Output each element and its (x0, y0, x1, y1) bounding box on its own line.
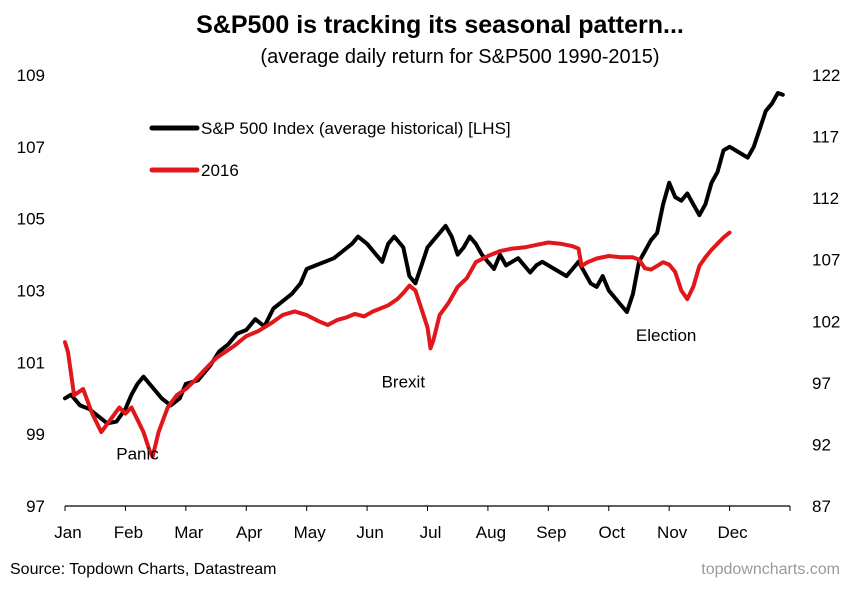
x-tick-label: Dec (717, 523, 748, 542)
chart-annotations: Panic Brexit Election (116, 326, 696, 464)
chart-axes: Jan Feb Mar Apr May Jun Jul Aug Sep Oct Nov Dec 97 99… (17, 66, 841, 542)
y-left-tick-label: 109 (17, 66, 45, 85)
chart-legend: S&P 500 Index (average historical) [LHS]… (149, 119, 511, 180)
x-tick-label: May (294, 523, 327, 542)
x-tick-label: Apr (236, 523, 263, 542)
annotation-label: Panic (116, 444, 159, 463)
x-tick-label: Aug (476, 523, 506, 542)
y-right-tick-label: 107 (812, 251, 840, 270)
x-tick-label: Jan (54, 523, 81, 542)
y-left-tick-label: 97 (26, 497, 45, 516)
annotation-label: Brexit (382, 372, 426, 391)
y-right-tick-label: 87 (812, 497, 831, 516)
source-note: Source: Topdown Charts, Datastream (10, 561, 277, 578)
chart-subtitle: (average daily return for S&P500 1990-20… (260, 46, 659, 68)
y-left-tick-label: 107 (17, 138, 45, 157)
y-right-tick-label: 112 (812, 189, 839, 208)
x-tick-label: Sep (536, 523, 566, 542)
x-tick-label: Mar (174, 523, 204, 542)
watermark-text: topdowncharts.com (701, 561, 840, 578)
x-tick-label: Jul (420, 523, 442, 542)
y-right-tick-label: 122 (812, 66, 840, 85)
x-tick-label: Jun (356, 523, 383, 542)
y-left-tick-label: 101 (17, 353, 45, 372)
year-2016-line (63, 230, 732, 459)
y-right-tick-label: 117 (812, 128, 839, 147)
y-right-tick-label: 92 (812, 435, 831, 454)
chart-title: S&P500 is tracking its seasonal pattern.… (196, 11, 684, 39)
y-right-tick-label: 97 (812, 374, 831, 393)
y-left-tick-label: 99 (26, 425, 45, 444)
x-tick-label: Feb (114, 523, 143, 542)
legend-label: S&P 500 Index (average historical) [LHS] (201, 119, 511, 138)
x-tick-label: Oct (599, 523, 626, 542)
annotation-label: Election (636, 326, 696, 345)
y-left-tick-label: 103 (17, 282, 45, 301)
y-left-tick-label: 105 (17, 210, 45, 229)
chart-series-group (63, 91, 785, 459)
x-tick-label: Nov (657, 523, 688, 542)
legend-label: 2016 (201, 161, 239, 180)
y-right-tick-label: 102 (812, 312, 840, 331)
